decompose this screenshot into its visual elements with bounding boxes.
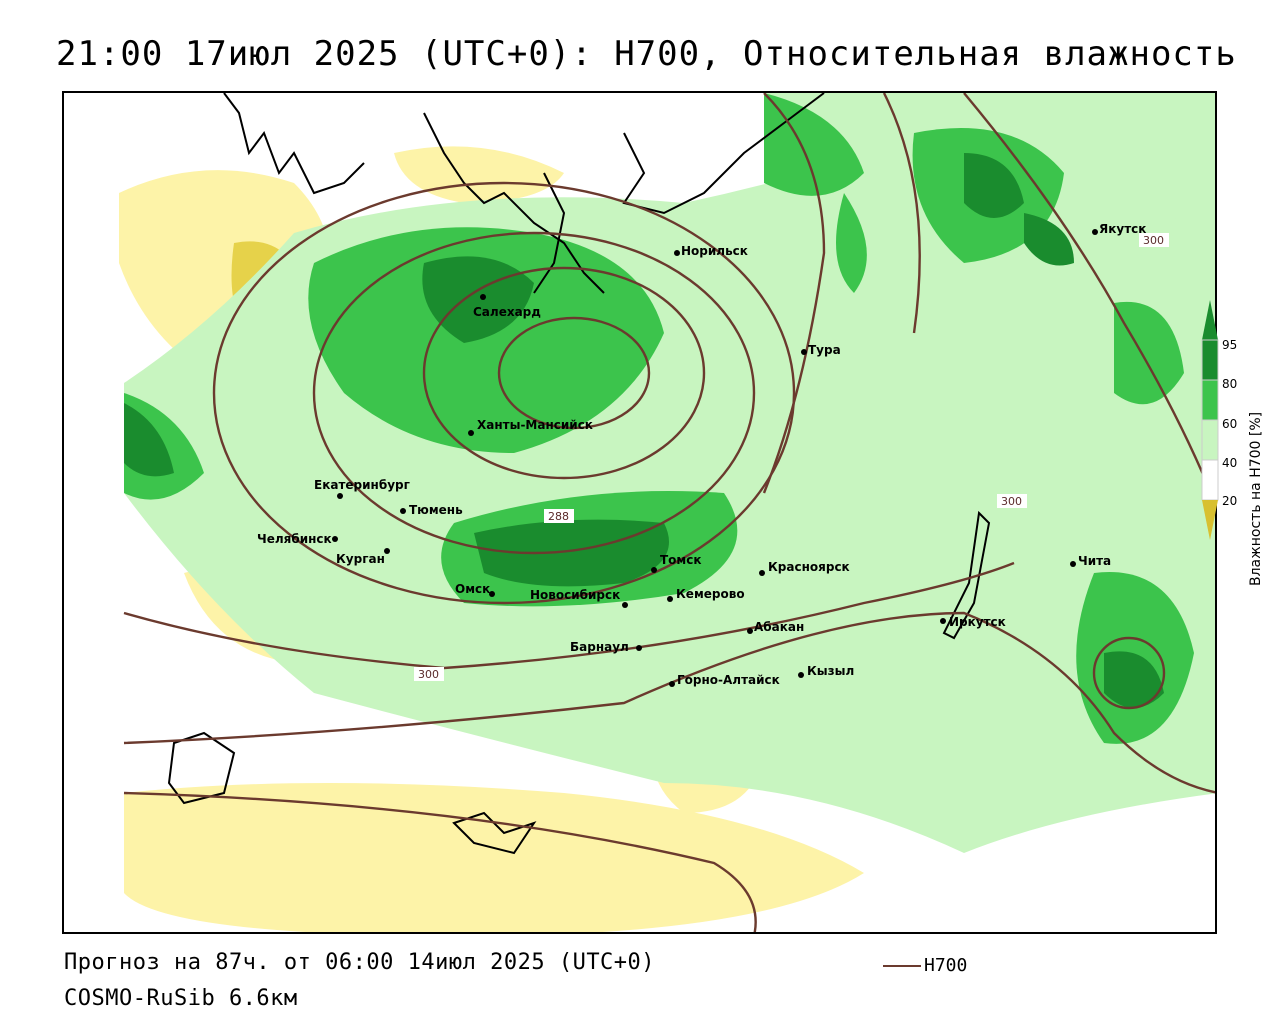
contour-line — [1092, 636, 1166, 710]
coastline — [167, 731, 236, 805]
city-dot — [622, 602, 628, 608]
dry-area — [394, 146, 564, 203]
city-label: Екатеринбург — [314, 478, 410, 492]
contour-line — [497, 316, 651, 430]
city-label: Абакан — [754, 620, 804, 634]
colorbar-band — [1201, 339, 1219, 381]
contours — [123, 93, 1215, 932]
model-name: COSMO-RuSib 6.6км — [64, 986, 298, 1011]
map-canvas: 288 300 300 300 Салехард Норильск Тура Я… — [119, 93, 1215, 932]
contour-line — [762, 93, 826, 494]
city-dot — [400, 508, 406, 514]
city-label: Кемерово — [676, 587, 745, 601]
city-dot — [384, 548, 390, 554]
humid-area — [1114, 301, 1184, 405]
city-dot — [636, 645, 642, 651]
very-humid-area — [964, 153, 1024, 218]
colorbar — [1198, 300, 1278, 550]
colorbar-tick: 60 — [1222, 417, 1238, 431]
contour-line — [123, 791, 757, 932]
colorbar-bottom-arrow — [1202, 500, 1218, 540]
city-label: Ханты-Мансийск — [477, 418, 593, 432]
colorbar-top-arrow — [1202, 300, 1218, 340]
city-label: Чита — [1078, 554, 1111, 568]
colorbar-band — [1201, 419, 1219, 461]
city-label: Томск — [660, 553, 702, 567]
contour-labels: 288 300 300 300 — [414, 233, 1169, 681]
city-label: Тюмень — [409, 503, 463, 517]
city-dot — [1070, 561, 1076, 567]
city-label: Иркутск — [949, 615, 1006, 629]
coastline — [452, 811, 537, 855]
city-dot — [940, 618, 946, 624]
forecast-info: Прогноз на 87ч. от 06:00 14июл 2025 (UTC… — [64, 950, 656, 975]
colorbar-tick: 95 — [1222, 338, 1238, 352]
city-dot — [669, 681, 675, 687]
city-dot — [674, 250, 680, 256]
contour-line — [963, 93, 1215, 507]
city-label: Красноярск — [768, 560, 850, 574]
contour-label: 300 — [1143, 234, 1164, 247]
city-label: Челябинск — [257, 532, 332, 546]
city-dot — [337, 493, 343, 499]
city-dot — [1092, 229, 1098, 235]
colorbar-swatches — [1201, 300, 1219, 540]
very-humid-area — [124, 403, 174, 477]
city-dot — [651, 567, 657, 573]
lake-baikal — [942, 510, 991, 640]
city-dot — [801, 349, 807, 355]
very-humid-area — [474, 519, 669, 587]
humidity-field — [119, 93, 1215, 932]
very-humid-area — [1024, 213, 1074, 266]
city-label: Горно-Алтайск — [677, 673, 780, 687]
colorbar-band — [1201, 379, 1219, 421]
city-label: Курган — [336, 552, 385, 566]
contour-label: 300 — [418, 668, 439, 681]
coastline — [223, 93, 365, 195]
city-label: Норильск — [681, 244, 748, 258]
legend-line-sample — [883, 965, 921, 967]
map-title: 21:00 17июл 2025 (UTC+0): H700, Относите… — [56, 34, 1237, 74]
city-label: Кызыл — [807, 664, 854, 678]
city-label: Барнаул — [570, 640, 629, 654]
colorbar-band — [1201, 459, 1219, 501]
coastline — [533, 172, 566, 294]
city-label: Якутск — [1099, 222, 1146, 236]
city-label: Тура — [808, 343, 841, 357]
contour-line — [123, 561, 1015, 670]
city-dot — [332, 536, 338, 542]
colorbar-tick: 20 — [1222, 494, 1238, 508]
coastline — [423, 112, 605, 294]
dry-area — [124, 783, 864, 932]
city-dot — [468, 430, 474, 436]
city-dot — [489, 591, 495, 597]
contour-line — [882, 93, 921, 334]
city-dot — [798, 672, 804, 678]
contour-line — [123, 611, 1215, 794]
city-label: Салехард — [473, 305, 541, 319]
city-dot — [747, 628, 753, 634]
contour-label: 300 — [1001, 495, 1022, 508]
humid-area — [836, 193, 867, 293]
city-markers: Салехард Норильск Тура Якутск Ханты-Манс… — [257, 222, 1146, 687]
legend-label: H700 — [924, 955, 968, 976]
colorbar-tick: 80 — [1222, 377, 1238, 391]
humid-area — [308, 227, 664, 453]
contour-line — [212, 181, 796, 605]
city-label: Новосибирск — [530, 588, 620, 602]
colorbar-label: Влажность на H700 [%] — [1248, 411, 1264, 586]
contour-label: 288 — [548, 510, 569, 523]
city-dot — [480, 294, 486, 300]
city-dot — [759, 570, 765, 576]
city-label: Омск — [455, 582, 490, 596]
map-panel: 288 300 300 300 Салехард Норильск Тура Я… — [62, 91, 1217, 934]
contour-line — [422, 266, 706, 480]
coastline — [622, 93, 825, 215]
contour-line — [312, 231, 756, 555]
coastlines — [167, 93, 991, 855]
city-dot — [667, 596, 673, 602]
colorbar-tick: 40 — [1222, 456, 1238, 470]
very-humid-area — [1104, 651, 1164, 708]
